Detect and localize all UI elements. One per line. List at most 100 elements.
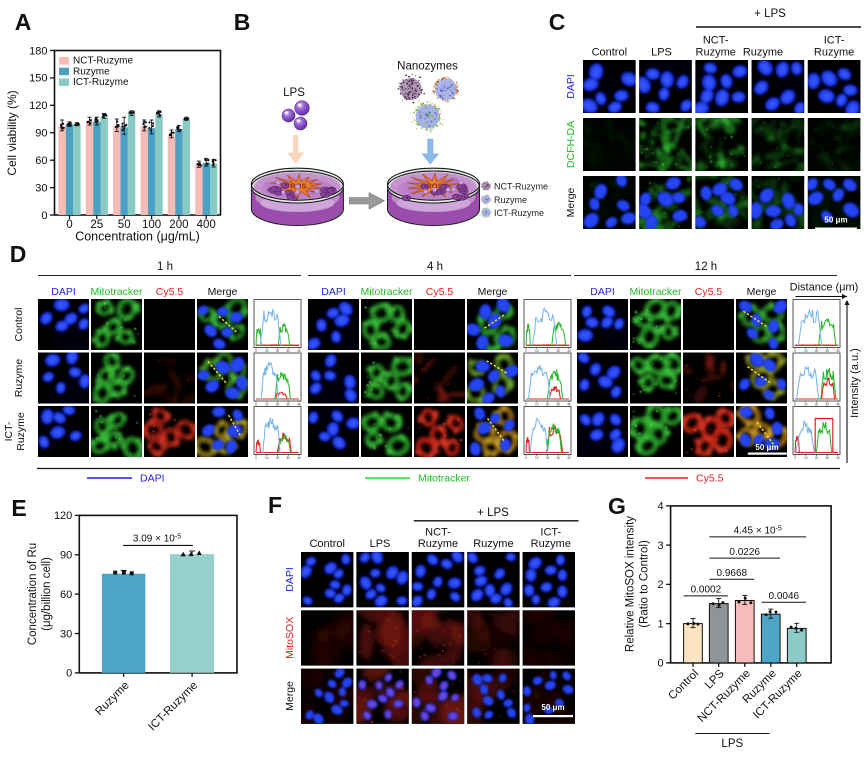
svg-text:Ruzyme: Ruzyme (93, 680, 131, 718)
svg-text:Merge: Merge (478, 286, 508, 298)
svg-text:40: 40 (297, 456, 301, 460)
svg-text:ICT-Ruzyme: ICT-Ruzyme (494, 208, 544, 218)
svg-text:Ruzyme: Ruzyme (15, 412, 27, 451)
svg-text:4: 4 (657, 501, 663, 513)
svg-text:Distance (μm): Distance (μm) (790, 282, 859, 294)
svg-text:Merge: Merge (284, 681, 296, 711)
svg-text:Mitotracker: Mitotracker (630, 286, 682, 298)
svg-text:12 h: 12 h (695, 261, 717, 273)
svg-text:DAPI: DAPI (51, 286, 76, 298)
svg-text:Ruzyme: Ruzyme (494, 195, 527, 205)
svg-text:30: 30 (35, 182, 47, 194)
svg-text:Mitotracker: Mitotracker (361, 286, 413, 298)
svg-text:0: 0 (525, 349, 527, 353)
svg-text:20: 20 (815, 456, 819, 460)
svg-text:3: 3 (657, 540, 663, 552)
svg-text:LPS: LPS (370, 538, 391, 550)
svg-text:ICT-: ICT- (540, 527, 561, 539)
svg-text:30: 30 (60, 628, 72, 640)
svg-text:Cy5.5: Cy5.5 (426, 286, 454, 298)
svg-text:Nanozymes: Nanozymes (397, 61, 458, 73)
svg-text:ICT-: ICT- (824, 35, 845, 47)
svg-text:Ruzyme: Ruzyme (531, 538, 571, 550)
svg-text:10: 10 (804, 349, 808, 353)
svg-text:30: 30 (286, 349, 290, 353)
svg-text:10: 10 (804, 456, 808, 460)
svg-text:Ruzyme: Ruzyme (696, 47, 736, 59)
svg-text:90: 90 (35, 128, 47, 140)
svg-text:Mitotracker: Mitotracker (418, 473, 470, 485)
svg-text:0: 0 (794, 403, 796, 407)
svg-text:Relative MitoSOX intensity: Relative MitoSOX intensity (624, 516, 636, 652)
svg-text:Concentration of Ru: Concentration of Ru (27, 543, 39, 645)
svg-text:NCT-Ruzyme: NCT-Ruzyme (73, 56, 133, 67)
svg-text:40: 40 (297, 403, 301, 407)
svg-text:C: C (549, 9, 566, 35)
svg-text:Ruzyme: Ruzyme (418, 538, 458, 550)
svg-text:30: 30 (825, 349, 829, 353)
svg-text:0.0046: 0.0046 (769, 591, 800, 602)
svg-text:Ruzyme: Ruzyme (473, 538, 513, 550)
svg-text:0: 0 (525, 403, 527, 407)
svg-text:30: 30 (286, 403, 290, 407)
svg-text:120: 120 (54, 510, 72, 522)
svg-text:20: 20 (815, 403, 819, 407)
svg-text:A: A (15, 9, 32, 35)
svg-text:150: 150 (29, 73, 47, 85)
svg-text:20: 20 (546, 456, 550, 460)
svg-text:DCFH-DA: DCFH-DA (565, 121, 577, 168)
svg-text:LPS: LPS (721, 738, 743, 750)
svg-text:DAPI: DAPI (565, 74, 577, 99)
svg-text:10: 10 (535, 456, 539, 460)
svg-text:2: 2 (657, 579, 663, 591)
svg-text:Control: Control (666, 668, 701, 703)
svg-text:DAPI: DAPI (321, 286, 346, 298)
svg-text:Cy5.5: Cy5.5 (156, 286, 184, 298)
svg-text:0: 0 (255, 403, 257, 407)
svg-text:180: 180 (29, 45, 47, 57)
svg-text:4 h: 4 h (427, 261, 443, 273)
svg-text:Control: Control (13, 308, 25, 342)
svg-text:10: 10 (265, 403, 269, 407)
svg-text:Concentration (μg/mL): Concentration (μg/mL) (75, 230, 200, 244)
svg-text:0: 0 (525, 456, 527, 460)
svg-text:DAPI: DAPI (140, 473, 165, 485)
svg-text:30: 30 (556, 349, 560, 353)
svg-text:20: 20 (276, 403, 280, 407)
svg-text:(Ratio to Control): (Ratio to Control) (638, 540, 650, 628)
svg-text:B: B (234, 9, 251, 35)
svg-text:ICT-: ICT- (3, 421, 15, 441)
svg-text:30: 30 (825, 456, 829, 460)
svg-text:30: 30 (556, 403, 560, 407)
svg-text:DAPI: DAPI (590, 286, 615, 298)
svg-text:Cell viability (%): Cell viability (%) (5, 90, 19, 175)
svg-text:40: 40 (836, 456, 840, 460)
svg-text:Cy5.5: Cy5.5 (696, 473, 724, 485)
svg-text:1: 1 (657, 618, 663, 630)
svg-text:20: 20 (276, 349, 280, 353)
svg-text:10: 10 (804, 403, 808, 407)
svg-text:60: 60 (60, 589, 72, 601)
svg-text:0: 0 (794, 456, 796, 460)
svg-text:0: 0 (255, 456, 257, 460)
svg-text:30: 30 (825, 403, 829, 407)
svg-text:Control: Control (592, 47, 627, 59)
svg-text:0: 0 (657, 658, 663, 670)
svg-text:+ LPS: + LPS (477, 507, 509, 519)
svg-text:20: 20 (276, 456, 280, 460)
svg-text:Ruzyme: Ruzyme (814, 47, 854, 59)
svg-text:20: 20 (546, 349, 550, 353)
svg-text:30: 30 (286, 456, 290, 460)
svg-text:50 μm: 50 μm (755, 443, 778, 452)
svg-text:10: 10 (535, 349, 539, 353)
svg-text:0: 0 (794, 349, 796, 353)
svg-text:40: 40 (836, 403, 840, 407)
svg-text:DAPI: DAPI (284, 567, 296, 592)
svg-text:+ LPS: + LPS (754, 8, 786, 20)
svg-text:3.09 × 10-5: 3.09 × 10-5 (133, 534, 181, 545)
svg-text:Control: Control (309, 538, 344, 550)
svg-text:40: 40 (297, 349, 301, 353)
svg-text:40: 40 (567, 456, 571, 460)
svg-text:Ruzyme: Ruzyme (13, 359, 25, 398)
svg-text:ICT-Ruzyme: ICT-Ruzyme (73, 77, 129, 88)
